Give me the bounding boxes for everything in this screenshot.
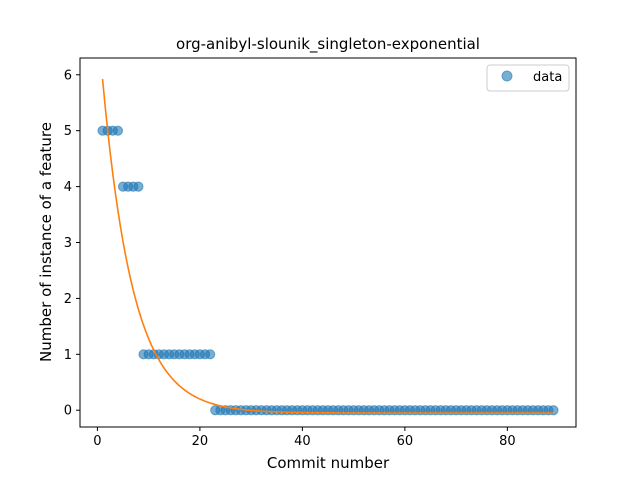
y-tick-label: 0 <box>64 404 72 419</box>
plot-area <box>97 78 559 416</box>
data-point <box>112 125 124 136</box>
x-tick-label: 40 <box>294 434 311 449</box>
y-axis-label: Number of instance of a feature <box>37 122 55 362</box>
data-point <box>133 181 144 192</box>
x-axis: 0 20 40 60 80 <box>93 427 516 449</box>
x-tick-label: 0 <box>93 434 101 449</box>
legend: data <box>486 64 570 92</box>
x-axis-label: Commit number <box>267 454 390 472</box>
x-tick-label: 80 <box>499 434 516 449</box>
y-tick-label: 6 <box>64 68 72 83</box>
chart-title: org-anibyl-slounik_singleton-exponential <box>176 35 480 54</box>
x-tick-label: 60 <box>397 434 414 449</box>
y-tick-label: 4 <box>64 180 72 195</box>
y-tick-label: 1 <box>64 348 72 363</box>
y-axis: 0 1 2 3 4 5 6 <box>64 68 80 419</box>
legend-label: data <box>533 70 562 85</box>
x-tick-label: 20 <box>192 434 209 449</box>
legend-marker <box>501 70 513 82</box>
data-point <box>205 349 216 360</box>
y-tick-label: 5 <box>64 124 72 139</box>
y-tick-label: 2 <box>64 292 72 307</box>
fit-line <box>101 78 554 414</box>
y-tick-label: 3 <box>64 236 72 251</box>
